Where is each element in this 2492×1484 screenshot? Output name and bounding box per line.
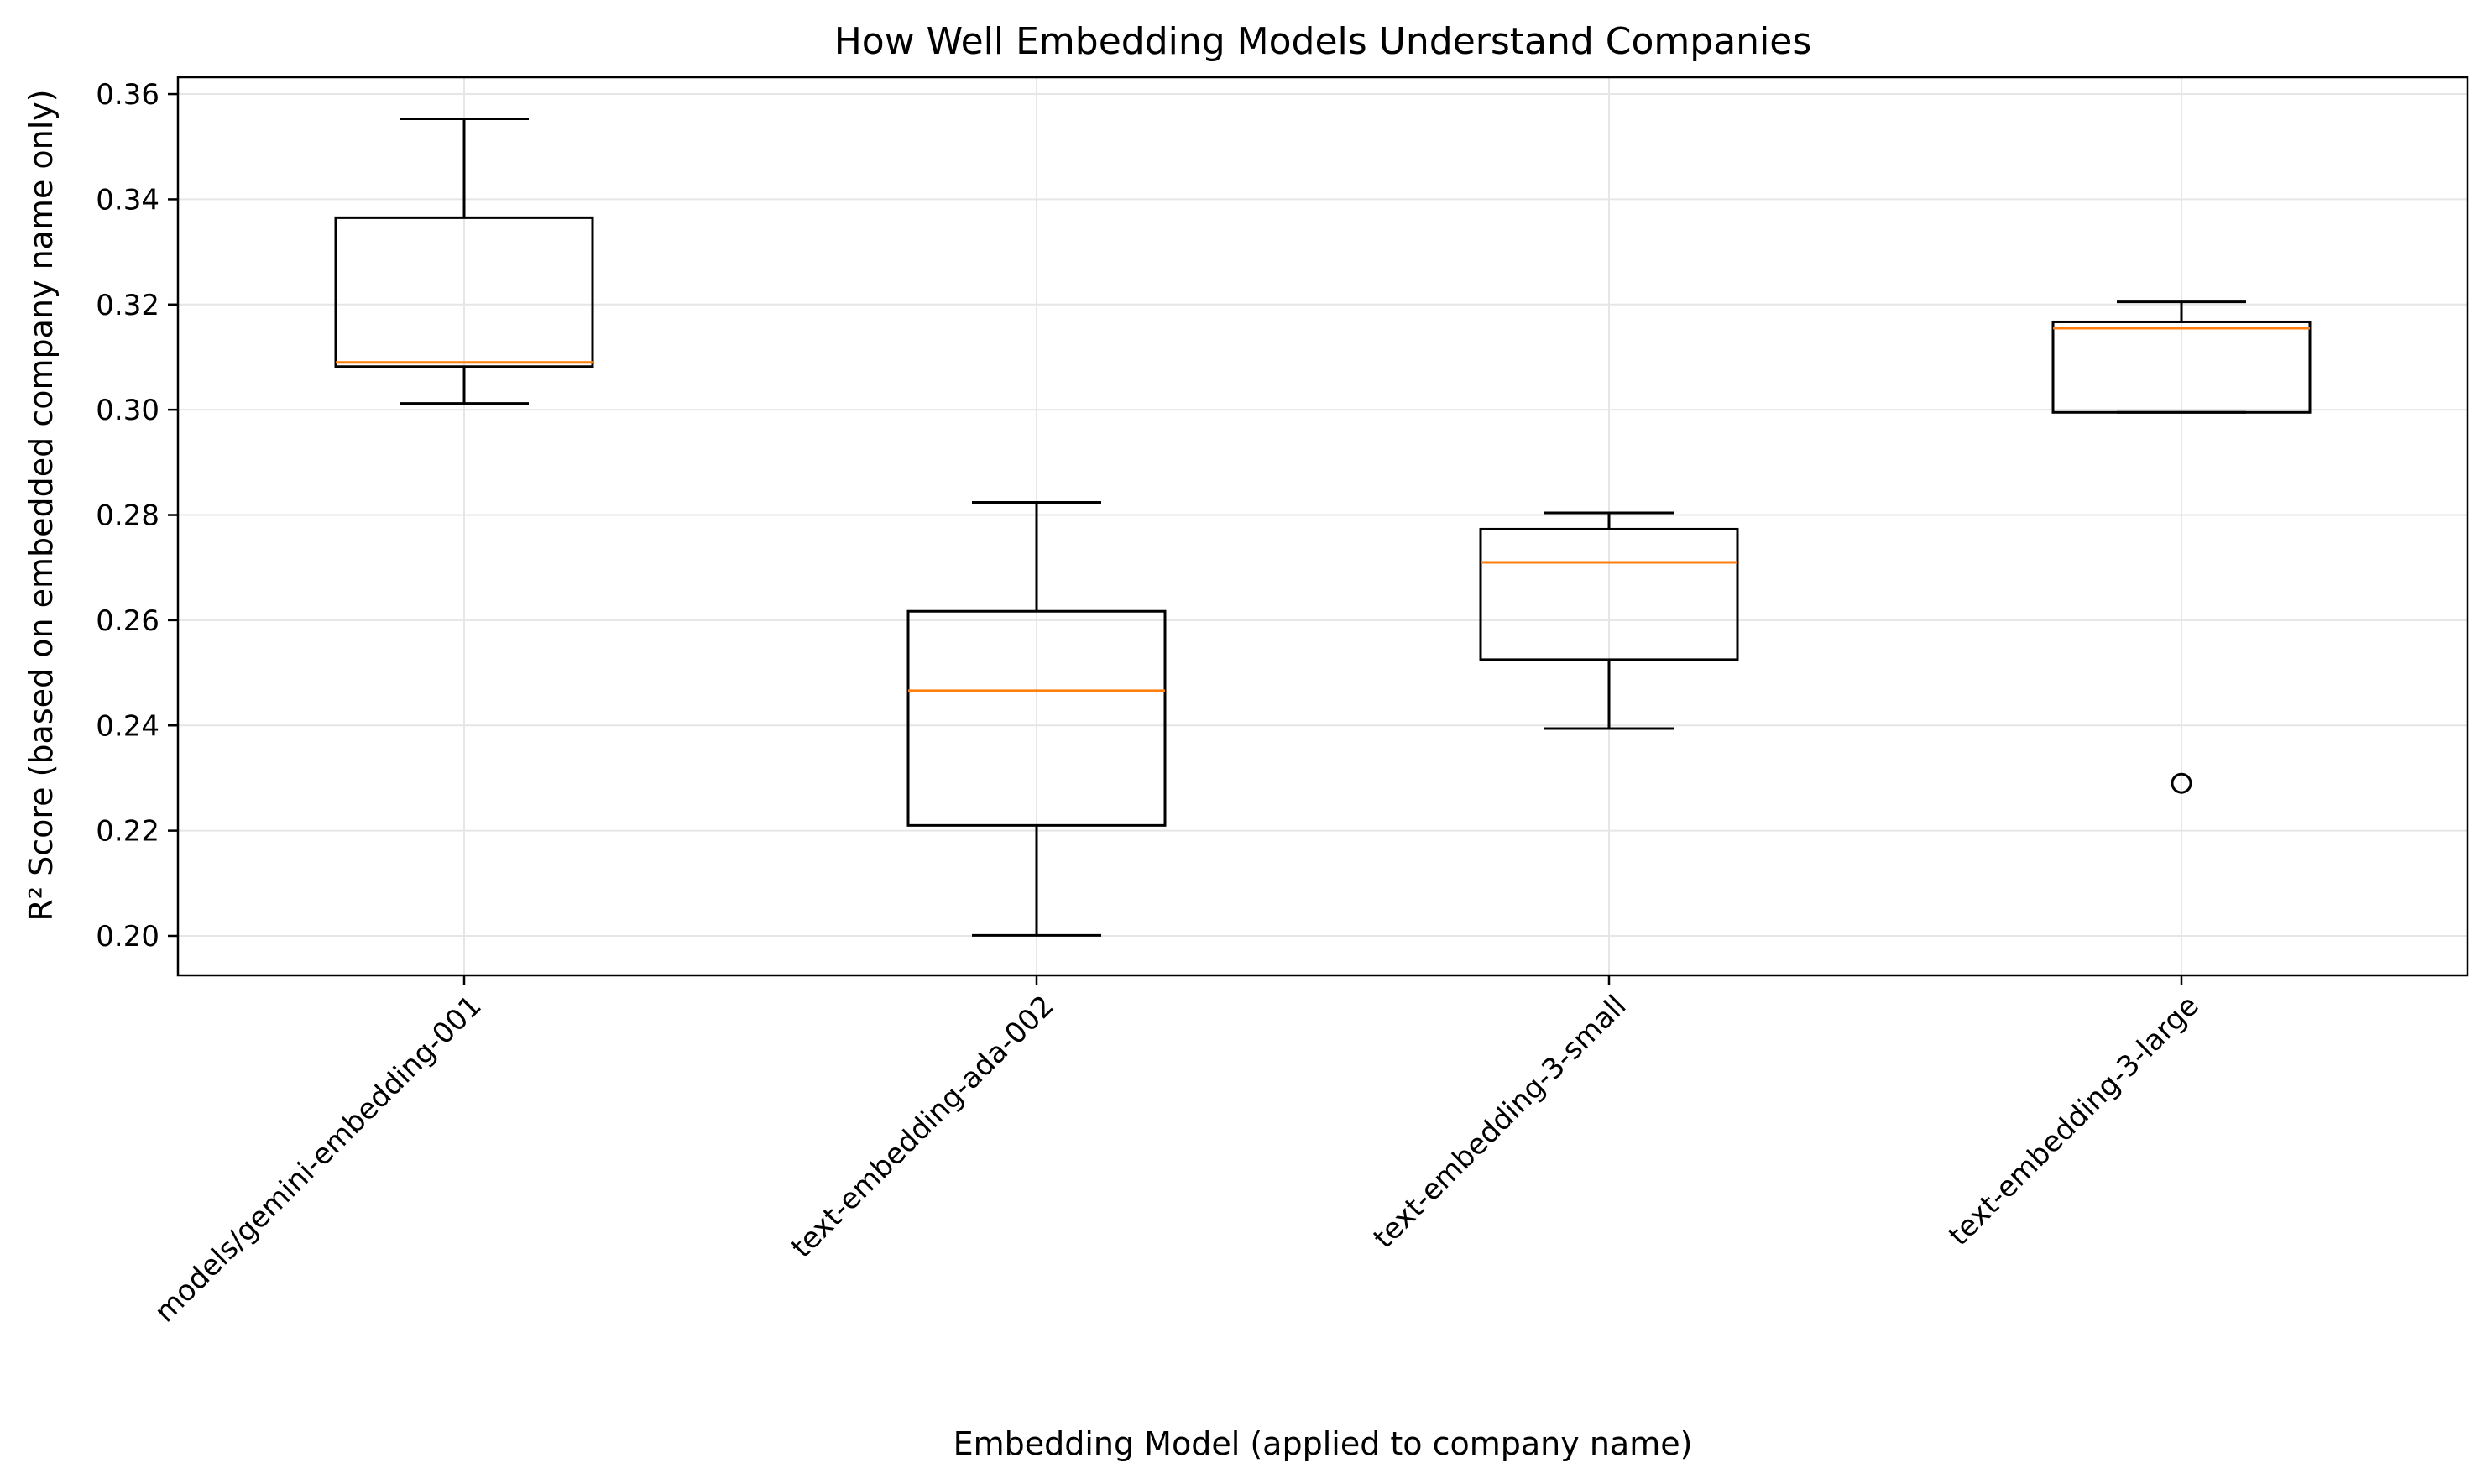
box-group xyxy=(1479,511,1739,730)
box-group xyxy=(334,118,594,405)
y-tick-label: 0.32 xyxy=(96,289,159,322)
y-tick-label: 0.22 xyxy=(96,815,159,849)
box-group xyxy=(2051,300,2312,794)
outlier-point xyxy=(2171,772,2192,794)
x-axis-label: Embedding Model (applied to company name… xyxy=(953,1425,1693,1462)
y-tick-label: 0.20 xyxy=(96,920,159,954)
y-tick-label: 0.34 xyxy=(96,183,159,217)
iqr-box xyxy=(2051,320,2312,414)
grid-lines xyxy=(178,77,2468,975)
box-group xyxy=(906,500,1167,937)
chart-title: How Well Embedding Models Understand Com… xyxy=(834,20,1812,63)
y-tick-label: 0.36 xyxy=(96,78,159,112)
iqr-box xyxy=(334,216,594,368)
iqr-box xyxy=(906,609,1167,827)
plot-frame xyxy=(176,76,2469,977)
y-axis-label: R² Score (based on embedded company name… xyxy=(23,89,60,921)
y-tick-label: 0.26 xyxy=(96,604,159,638)
boxes xyxy=(334,118,2312,937)
y-tick-label: 0.28 xyxy=(96,499,159,533)
y-tick-label: 0.30 xyxy=(96,394,159,427)
y-tick-label: 0.24 xyxy=(96,709,159,743)
iqr-box xyxy=(1479,527,1739,661)
